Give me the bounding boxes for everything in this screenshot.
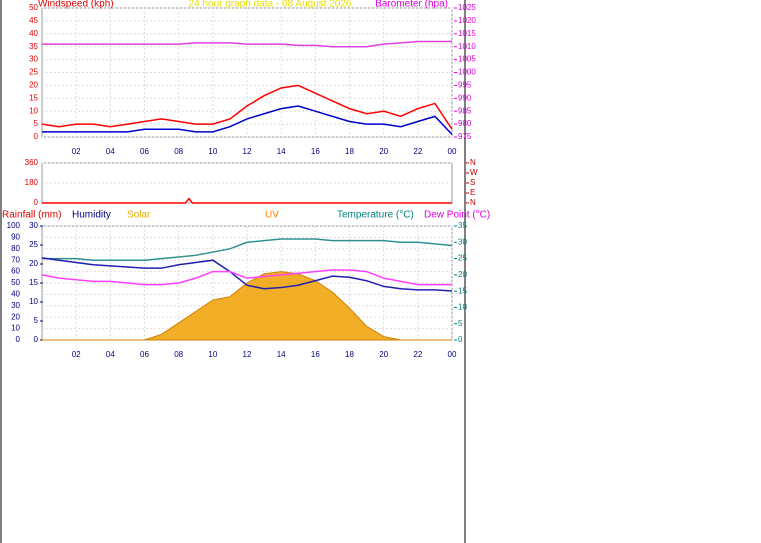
y2-tick-label: N xyxy=(470,198,476,207)
legend-label: Temperature (°C) xyxy=(337,210,414,221)
y-tick-label: 10 xyxy=(29,106,38,115)
y3-tick-label: 20 xyxy=(29,259,38,268)
x-tick-label: 14 xyxy=(277,147,286,156)
y2-tick-label: 1015 xyxy=(458,29,476,38)
x-tick-label: 02 xyxy=(72,147,81,156)
y2-tick-label: 980 xyxy=(458,119,472,128)
y2-tick-label: 20 xyxy=(458,270,467,279)
y2-tick-label: 15 xyxy=(458,286,467,295)
x-tick-label: 16 xyxy=(311,350,320,359)
y2-tick-label: 1020 xyxy=(458,16,476,25)
y-tick-label: 0 xyxy=(16,335,21,344)
y-tick-label: 60 xyxy=(11,267,20,276)
y-tick-label: 20 xyxy=(29,81,38,90)
y2-tick-label: 1000 xyxy=(458,68,476,77)
x-tick-label: 20 xyxy=(379,147,388,156)
x-tick-label: 12 xyxy=(243,147,252,156)
y2-tick-label: S xyxy=(470,178,475,187)
x-tick-label: 06 xyxy=(140,147,149,156)
x-tick-label: 22 xyxy=(413,350,422,359)
y2-tick-label: 35 xyxy=(458,221,467,230)
y-tick-label: 10 xyxy=(11,324,20,333)
chart-title: 24 hour graph data - 08 August 2026 xyxy=(189,0,352,10)
y-tick-label: 5 xyxy=(34,119,39,128)
legend-label: Dew Point (°C) xyxy=(424,210,490,221)
y2-tick-label: 10 xyxy=(458,303,467,312)
series-area xyxy=(42,271,452,341)
y-tick-label: 35 xyxy=(29,42,38,51)
y-tick-label: 360 xyxy=(25,158,39,167)
y-tick-label: 90 xyxy=(11,233,20,242)
y-tick-label: 70 xyxy=(11,255,20,264)
y2-tick-label: 985 xyxy=(458,106,472,115)
x-tick-label: 02 xyxy=(72,350,81,359)
x-tick-label: 00 xyxy=(448,147,457,156)
x-tick-label: 08 xyxy=(174,350,183,359)
y3-tick-label: 15 xyxy=(29,278,38,287)
x-tick-label: 16 xyxy=(311,147,320,156)
y-tick-label: 15 xyxy=(29,93,38,102)
legend-label: Solar xyxy=(127,210,151,221)
y3-tick-label: 30 xyxy=(29,221,38,230)
x-tick-label: 18 xyxy=(345,350,354,359)
y2-tick-label: 25 xyxy=(458,254,467,263)
y2-tick-label: W xyxy=(470,168,478,177)
y-tick-label: 180 xyxy=(25,178,39,187)
y-tick-label: 80 xyxy=(11,244,20,253)
y-tick-label: 45 xyxy=(29,16,38,25)
y2-tick-label: N xyxy=(470,158,476,167)
y2-tick-label: 1010 xyxy=(458,42,476,51)
series-line xyxy=(42,197,452,204)
y2-tick-label: 990 xyxy=(458,93,472,102)
y-tick-label: 30 xyxy=(29,55,38,64)
legend-label: Rainfall (mm) xyxy=(2,210,61,221)
x-tick-label: 22 xyxy=(413,147,422,156)
x-tick-label: 20 xyxy=(379,350,388,359)
series-line xyxy=(42,105,453,135)
y3-tick-label: 0 xyxy=(34,335,39,344)
y2-tick-label: 975 xyxy=(458,132,472,141)
y2-tick-label: 0 xyxy=(458,335,463,344)
series-line xyxy=(41,269,452,286)
series-line xyxy=(41,84,453,130)
y-tick-label: 25 xyxy=(29,68,38,77)
x-tick-label: 12 xyxy=(243,350,252,359)
y3-tick-label: 5 xyxy=(34,316,39,325)
y2-tick-label: 995 xyxy=(458,81,472,90)
x-tick-label: 00 xyxy=(448,350,457,359)
series-line xyxy=(41,257,453,292)
x-tick-label: 04 xyxy=(106,350,115,359)
y2-tick-label: 5 xyxy=(458,319,463,328)
legend-label: Humidity xyxy=(72,210,111,221)
y2-tick-label: 30 xyxy=(458,237,467,246)
y-tick-label: 100 xyxy=(7,221,21,230)
y2-axis-label: Barometer (hpa) xyxy=(375,0,448,10)
y-tick-label: 40 xyxy=(11,290,20,299)
y-tick-label: 50 xyxy=(11,278,20,287)
y-tick-label: 30 xyxy=(11,301,20,310)
y-tick-label: 20 xyxy=(11,312,20,321)
x-tick-label: 10 xyxy=(208,147,217,156)
y-tick-label: 0 xyxy=(34,198,39,207)
x-tick-label: 04 xyxy=(106,147,115,156)
x-tick-label: 14 xyxy=(277,350,286,359)
legend-label: UV xyxy=(265,210,279,221)
y-tick-label: 40 xyxy=(29,29,38,38)
x-tick-label: 10 xyxy=(208,350,217,359)
y-tick-label: 0 xyxy=(34,132,39,141)
y-axis-label: Windspeed (kph) xyxy=(38,0,114,10)
series-line xyxy=(42,238,453,261)
y2-tick-label: 1005 xyxy=(458,55,476,64)
y-tick-label: 50 xyxy=(29,3,38,12)
x-tick-label: 18 xyxy=(345,147,354,156)
y3-tick-label: 10 xyxy=(29,297,38,306)
series-line xyxy=(42,40,452,48)
x-tick-label: 08 xyxy=(174,147,183,156)
x-tick-label: 06 xyxy=(140,350,149,359)
y2-tick-label: E xyxy=(470,188,475,197)
y2-tick-label: 1025 xyxy=(458,3,476,12)
y3-tick-label: 25 xyxy=(29,240,38,249)
